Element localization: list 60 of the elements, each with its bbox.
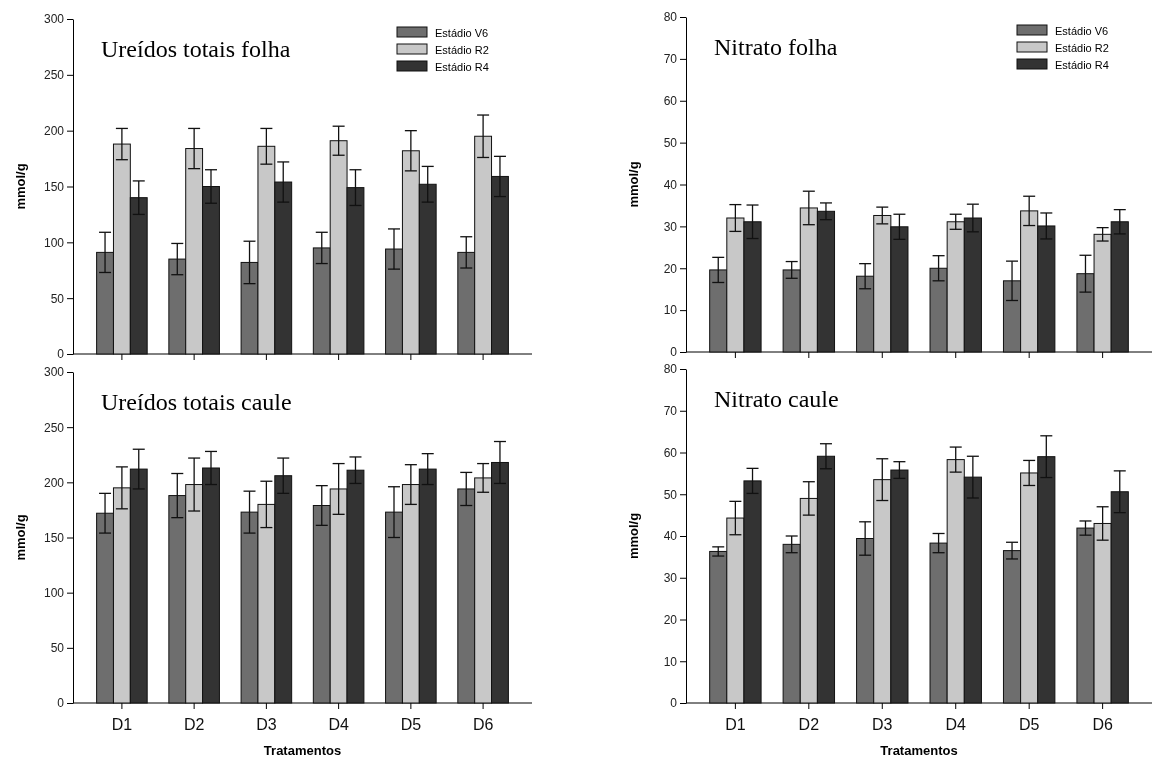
- y-tick-label: 20: [663, 612, 678, 627]
- y-tick-label: 40: [663, 177, 678, 192]
- y-tick-label: 40: [663, 529, 678, 544]
- y-axis-title: mmol/g: [626, 512, 641, 560]
- text: Nitrato folha: [714, 34, 838, 60]
- y-tick-label: 0: [670, 345, 678, 360]
- y-tick-label: 0: [57, 347, 65, 362]
- y-tick-label: 50: [50, 641, 65, 656]
- y-tick-label: 30: [663, 219, 678, 234]
- text: Ureídos totais folha: [101, 36, 291, 62]
- y-tick-label: 80: [663, 362, 678, 377]
- legend-label: Estádio R2: [1055, 42, 1109, 54]
- text: Nitrato caule: [714, 386, 839, 412]
- x-tick-label: D4: [328, 715, 349, 733]
- y-axis-title: mmol/g: [13, 514, 28, 561]
- x-tick-label: D1: [725, 715, 746, 733]
- y-tick-label: 100: [43, 235, 65, 250]
- x-tick-label: D6: [1092, 715, 1113, 733]
- y-tick-label: 0: [670, 696, 678, 711]
- text: Ureídos totais caule: [101, 389, 292, 415]
- y-tick-label: 0: [57, 696, 65, 711]
- y-tick-label: 150: [43, 179, 65, 194]
- y-tick-label: 50: [50, 291, 65, 306]
- legend-label: Estádio R2: [435, 44, 489, 56]
- y-tick-label: 250: [43, 420, 65, 435]
- y-tick-label: 50: [663, 135, 678, 150]
- y-tick-label: 200: [43, 124, 65, 139]
- y-tick-label: 10: [663, 303, 678, 318]
- y-tick-label: 70: [663, 404, 678, 419]
- x-tick-label: D1: [111, 715, 133, 733]
- y-tick-label: 100: [43, 586, 65, 601]
- y-tick-label: 60: [663, 445, 678, 460]
- x-tick-label: D3: [872, 715, 893, 733]
- y-tick-label: 150: [43, 530, 65, 545]
- y-tick-label: 300: [43, 365, 65, 380]
- y-tick-label: 300: [43, 12, 65, 27]
- y-tick-label: 30: [663, 571, 678, 586]
- x-tick-label: D6: [472, 715, 494, 733]
- x-tick-label: D2: [183, 715, 205, 733]
- x-tick-label: D2: [798, 715, 820, 733]
- y-tick-label: 20: [663, 261, 678, 276]
- x-tick-label: D3: [256, 715, 277, 733]
- x-tick-label: D5: [400, 715, 422, 733]
- y-tick-label: 60: [663, 94, 678, 109]
- x-tick-label: D4: [945, 715, 967, 733]
- legend-label: Estádio R4: [435, 61, 489, 73]
- legend-label: Estádio R4: [1055, 59, 1109, 71]
- y-tick-label: 50: [663, 487, 678, 502]
- y-tick-label: 10: [663, 654, 678, 669]
- x-axis-title: Tratamentos: [263, 743, 342, 758]
- legend-label: Estádio V6: [435, 27, 489, 39]
- y-axis-title: mmol/g: [626, 161, 641, 208]
- y-tick-label: 80: [663, 10, 678, 25]
- y-tick-label: 70: [663, 52, 678, 67]
- y-tick-label: 200: [43, 475, 65, 490]
- y-tick-label: 250: [43, 68, 65, 83]
- y-axis-title: mmol/g: [13, 163, 28, 210]
- x-axis-title: Tratamentos: [880, 743, 958, 758]
- legend-label: Estádio V6: [1055, 25, 1109, 37]
- x-tick-label: D5: [1018, 715, 1040, 733]
